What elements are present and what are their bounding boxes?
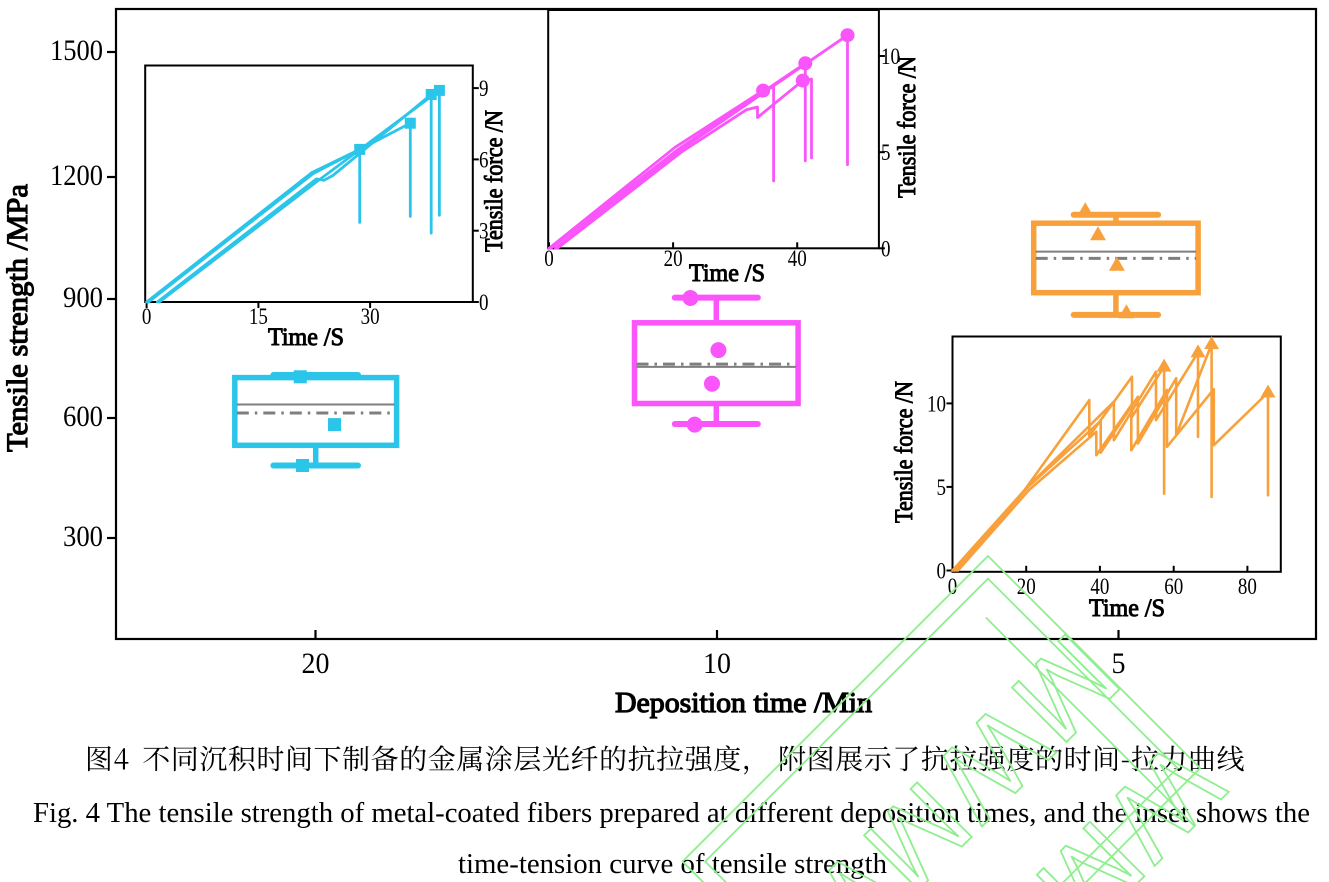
svg-text:Time /S: Time /S (268, 324, 344, 351)
svg-text:Tensile strength /MPa: Tensile strength /MPa (1, 184, 34, 452)
svg-text:40: 40 (788, 246, 807, 271)
svg-text:0: 0 (937, 559, 947, 584)
svg-text:9: 9 (479, 76, 489, 101)
svg-text:3: 3 (479, 219, 489, 244)
svg-text:300: 300 (63, 520, 103, 553)
svg-text:20: 20 (302, 647, 330, 680)
svg-text:Time /S: Time /S (1089, 595, 1165, 622)
svg-text:Tensile force /N: Tensile force /N (891, 381, 918, 523)
svg-text:Time /S: Time /S (689, 260, 765, 287)
svg-text:20: 20 (664, 246, 683, 271)
svg-text:10: 10 (881, 44, 900, 69)
svg-text:60: 60 (1164, 574, 1183, 599)
svg-text:5: 5 (881, 140, 891, 165)
svg-text:0: 0 (948, 574, 958, 599)
svg-text:0: 0 (479, 290, 489, 315)
svg-text:5: 5 (1112, 647, 1126, 680)
svg-text:15: 15 (249, 304, 268, 329)
svg-text:0: 0 (544, 246, 554, 271)
svg-text:0: 0 (881, 236, 891, 261)
svg-text:80: 80 (1238, 574, 1257, 599)
svg-text:Fig. 4 The tensile strength of: Fig. 4 The tensile strength of metal-coa… (33, 797, 1310, 829)
svg-text:5: 5 (937, 475, 947, 500)
svg-text:Tensile force /N: Tensile force /N (894, 56, 921, 198)
svg-text:30: 30 (361, 304, 380, 329)
svg-text:600: 600 (63, 400, 103, 433)
svg-text:40: 40 (1090, 574, 1109, 599)
svg-text:900: 900 (63, 281, 103, 314)
svg-text:0: 0 (142, 304, 152, 329)
svg-text:10: 10 (927, 391, 946, 416)
svg-text:10: 10 (703, 647, 731, 680)
svg-text:1200: 1200 (50, 159, 103, 192)
svg-text:1500: 1500 (50, 34, 103, 67)
svg-text:Tensile force /N: Tensile force /N (481, 110, 508, 252)
svg-text:Deposition time /Min: Deposition time /Min (615, 687, 873, 719)
svg-text:20: 20 (1017, 574, 1036, 599)
svg-text:time-tension curve of tensile: time-tension curve of tensile strength (458, 848, 887, 880)
svg-text:6: 6 (479, 147, 489, 172)
